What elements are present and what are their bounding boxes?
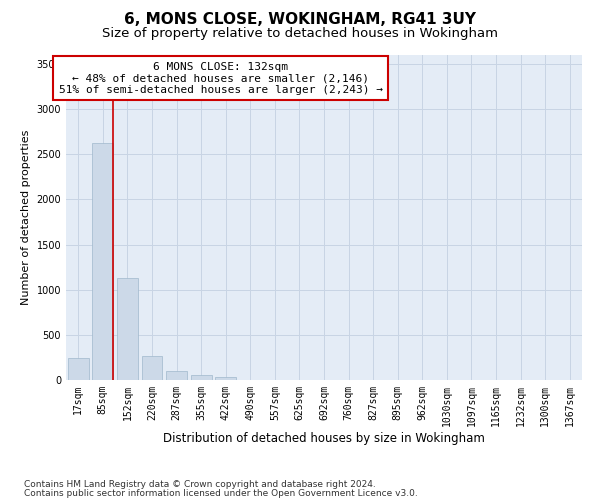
Y-axis label: Number of detached properties: Number of detached properties <box>21 130 31 305</box>
Bar <box>92 142 113 380</box>
Bar <box>142 356 163 380</box>
Bar <box>68 358 89 380</box>
Text: Contains HM Land Registry data © Crown copyright and database right 2024.: Contains HM Land Registry data © Crown c… <box>24 480 376 489</box>
Text: 6, MONS CLOSE, WOKINGHAM, RG41 3UY: 6, MONS CLOSE, WOKINGHAM, RG41 3UY <box>124 12 476 28</box>
Text: Contains public sector information licensed under the Open Government Licence v3: Contains public sector information licen… <box>24 488 418 498</box>
Text: 6 MONS CLOSE: 132sqm
← 48% of detached houses are smaller (2,146)
51% of semi-de: 6 MONS CLOSE: 132sqm ← 48% of detached h… <box>59 62 383 94</box>
Bar <box>191 376 212 380</box>
X-axis label: Distribution of detached houses by size in Wokingham: Distribution of detached houses by size … <box>163 432 485 444</box>
Bar <box>117 278 138 380</box>
Bar <box>166 372 187 380</box>
Bar <box>215 378 236 380</box>
Text: Size of property relative to detached houses in Wokingham: Size of property relative to detached ho… <box>102 28 498 40</box>
